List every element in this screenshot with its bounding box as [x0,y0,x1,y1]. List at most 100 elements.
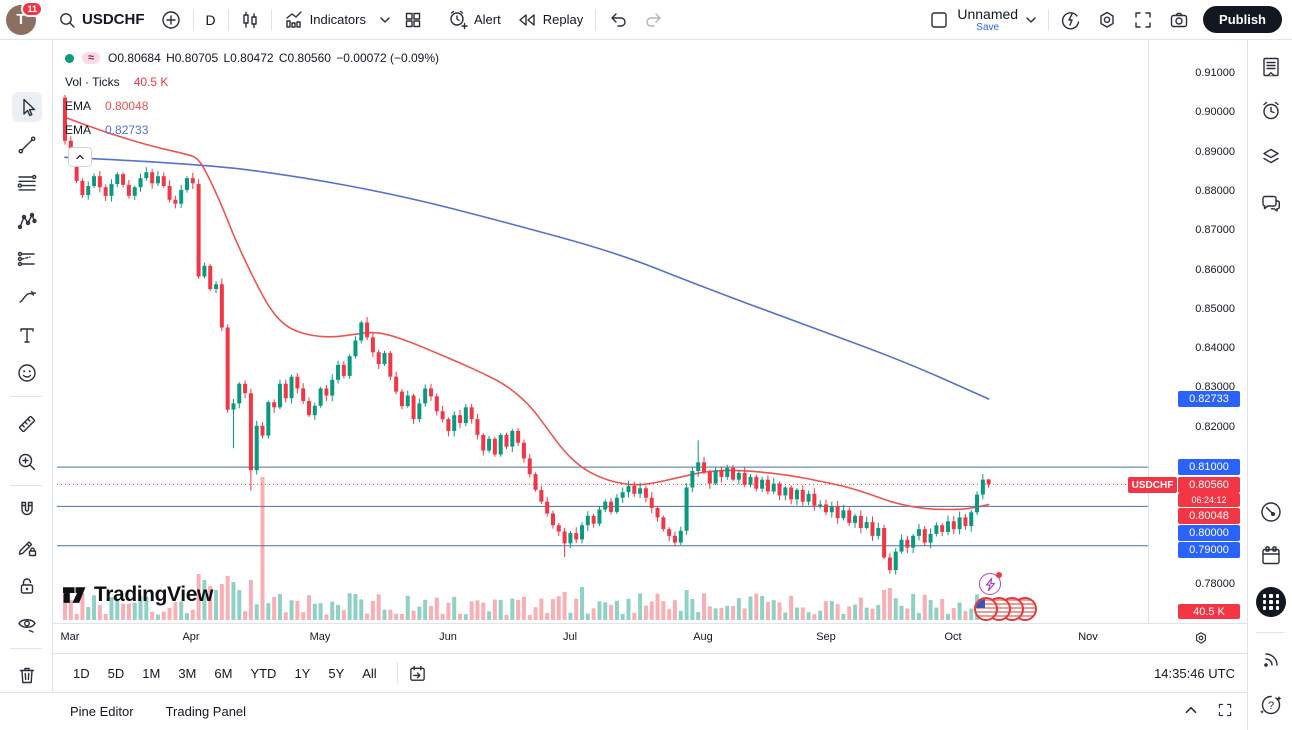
notification-dot [996,572,1002,578]
line-price-label[interactable]: 0.81000 [1178,459,1240,475]
month-label: Jul [562,631,578,643]
redo-icon [646,12,661,27]
user-avatar[interactable]: T 11 [6,0,43,35]
fullscreen-button[interactable] [1125,4,1161,36]
toolbar-divider [396,662,398,684]
price-axis[interactable]: 0.91000 0.90000 0.89000 0.88000 0.87000 0.860… [1148,40,1247,623]
tool-emoji[interactable] [12,358,42,388]
replay-button[interactable]: Replay [509,4,591,36]
line-price-label[interactable]: 0.79000 [1178,542,1240,558]
tool-pattern[interactable] [12,206,42,236]
maximize-icon [1218,703,1232,717]
current-time-utc[interactable]: 14:35:46 UTC [1154,665,1235,681]
compare-add-button[interactable] [153,4,189,36]
market-status-dot [65,53,74,63]
range-button-5y[interactable]: 5Y [328,665,345,681]
panel-maximize-button[interactable] [1217,702,1233,721]
month-label: Mar [60,631,80,643]
tool-brush[interactable] [12,282,42,312]
news-event-icon[interactable] [979,572,1002,595]
line-price-label[interactable]: 0.80000 [1178,525,1240,541]
chart-style-button[interactable] [233,4,267,36]
layout-select-button[interactable] [921,4,957,36]
fullscreen-icon [1135,11,1151,28]
ohlc-part: −0.00072 (−0.09%) [336,51,440,65]
range-button-1m[interactable]: 1M [142,665,161,681]
layout-menu-chevron[interactable] [1018,4,1044,36]
tool-trend-line[interactable] [12,130,42,160]
help-button[interactable]: ? [1256,690,1286,720]
chat-button[interactable] [1256,189,1286,219]
alert-button[interactable]: Alert [440,4,509,36]
layers-icon [1263,148,1279,164]
magnet-icon [21,501,33,516]
settings-button[interactable] [1089,4,1125,36]
symbol-price-tag: USDCHF [1128,477,1177,493]
layout-square-icon [931,11,948,28]
undo-button[interactable] [600,4,636,36]
apps-button[interactable] [1256,587,1286,617]
volume-legend-row[interactable]: Vol · Ticks 40.5 K [65,75,168,89]
month-label: Apr [182,631,200,643]
plus-circle-icon [161,10,180,29]
legend-collapse-button[interactable] [68,147,92,167]
price-chart[interactable] [53,40,1148,623]
symbol-legend-row[interactable]: ≈ O0.80684 H0.80705 L0.80472 C0.80560 −0… [65,51,441,65]
range-button-1y[interactable]: 1Y [294,665,311,681]
screener-button[interactable] [1256,497,1286,527]
tool-magnet[interactable] [12,495,42,525]
go-to-date-button[interactable] [408,664,427,683]
ema-fast-legend-row[interactable]: EMA 0.80048 [65,99,148,113]
price-tick: 0.90000 [1195,106,1235,119]
tool-measure[interactable] [12,409,42,439]
tool-fib-retracement[interactable] [12,168,42,198]
watchlist-button[interactable] [1256,52,1286,82]
symbol-search-button[interactable]: USDCHF [50,4,153,36]
tool-text[interactable] [12,320,42,350]
axis-settings-button[interactable] [1193,630,1209,649]
tool-hide-drawings[interactable] [12,609,42,639]
indicator-templates-button[interactable] [374,4,396,36]
layout-grid-button[interactable] [396,4,430,36]
save-button[interactable]: Save [976,21,1000,33]
flag-canton [976,599,985,608]
range-button-ytd[interactable]: YTD [250,665,277,681]
redo-button[interactable] [636,4,672,36]
layout-name-block[interactable]: Unnamed Save [957,7,1018,33]
tool-cursor[interactable] [12,92,42,122]
tab-pine-editor[interactable]: Pine Editor [70,704,134,719]
data-feed-button[interactable] [1256,645,1286,675]
tool-lock-all-drawings[interactable] [12,571,42,601]
tool-remove-drawings[interactable] [12,660,42,690]
symbol-name: USDCHF [82,11,145,28]
publish-button[interactable]: Publish [1203,6,1282,33]
month-label: Nov [1078,631,1098,643]
snapshot-button[interactable] [1161,4,1197,36]
ohlc-part: L0.80472 [223,51,277,65]
quick-actions-button[interactable] [1053,4,1089,36]
range-button-6m[interactable]: 6M [214,665,233,681]
range-button-3m[interactable]: 3M [178,665,197,681]
ema-slow-legend-row[interactable]: EMA 0.82733 [65,123,148,137]
time-axis[interactable]: Mar Apr May Jun Jul Aug Sep Oct Nov [53,623,1247,653]
tool-projection[interactable] [12,244,42,274]
object-tree-button[interactable] [1256,142,1286,172]
panel-expand-up-button[interactable] [1183,702,1199,721]
alerts-panel-button[interactable] [1256,96,1286,126]
current-price-label: 06:24:12 [1178,493,1240,507]
economic-calendar-button[interactable] [1256,541,1286,571]
indicators-button[interactable]: Indicators [276,4,374,36]
tool-stay-drawing-mode[interactable] [12,533,42,563]
interval-button[interactable]: D [198,4,224,36]
range-button-5d[interactable]: 5D [107,665,125,681]
line-price-label[interactable]: 0.82733 [1178,391,1240,407]
gear-icon [1100,11,1114,28]
tab-trading-panel[interactable]: Trading Panel [165,704,247,719]
range-button-all[interactable]: All [362,665,377,681]
ruler-icon [18,415,36,433]
range-button-1d[interactable]: 1D [73,665,90,681]
us-event-flag-icon [974,597,998,621]
tool-zoom-in[interactable] [12,447,42,477]
projection-icon [17,251,35,267]
ema-fast-label: EMA [65,99,92,113]
